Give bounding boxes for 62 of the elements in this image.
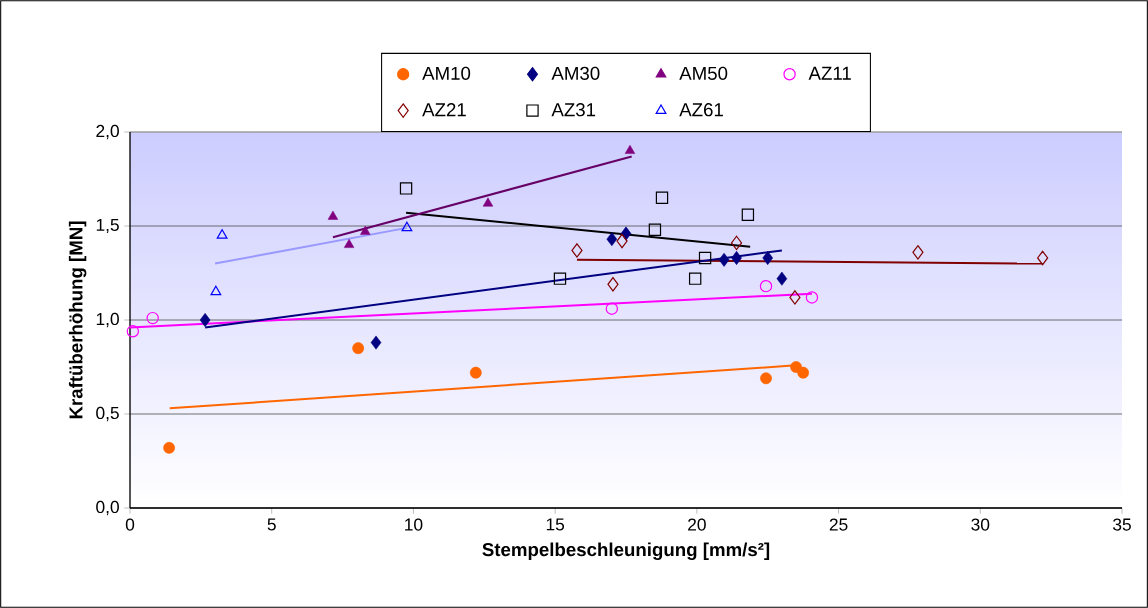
legend-label: AZ61 <box>679 103 723 117</box>
point <box>370 335 382 350</box>
legend-label: AM10 <box>422 66 471 80</box>
point <box>607 277 619 292</box>
point <box>126 325 140 338</box>
legend-label: AM30 <box>551 66 600 80</box>
point <box>759 279 773 293</box>
point <box>146 311 159 325</box>
x-tick-label: 30 <box>971 518 990 531</box>
point <box>210 285 222 296</box>
point <box>789 290 801 305</box>
x-tick-label: 0 <box>125 518 135 531</box>
point <box>606 232 618 247</box>
x-tick-label: 10 <box>405 518 423 531</box>
point <box>163 441 175 454</box>
x-tick-label: 15 <box>546 518 565 531</box>
legend-label: AZ11 <box>808 66 851 80</box>
x-tick-label: 5 <box>267 518 276 531</box>
point <box>605 302 619 315</box>
y-tick-label: 1,5 <box>96 218 119 234</box>
legend-label: AM50 <box>679 66 728 80</box>
y-tick-label: 0,0 <box>96 500 119 516</box>
point <box>805 291 819 304</box>
point <box>343 238 355 248</box>
point <box>360 225 371 235</box>
point <box>469 366 482 379</box>
y-tick-label: 2,0 <box>96 124 119 140</box>
point <box>327 210 339 220</box>
point <box>730 235 743 251</box>
point <box>616 233 628 249</box>
point <box>648 223 662 236</box>
point <box>216 229 228 239</box>
point <box>624 144 636 154</box>
point <box>399 182 413 195</box>
x-tick-label: 35 <box>1113 518 1131 531</box>
point <box>698 251 712 265</box>
point <box>199 313 211 327</box>
point <box>731 251 742 265</box>
point <box>762 251 773 265</box>
y-tick-label: 0,5 <box>96 406 119 422</box>
point <box>553 272 567 285</box>
point <box>482 197 494 207</box>
point <box>776 271 788 286</box>
point <box>620 226 632 241</box>
point <box>401 221 413 232</box>
point <box>688 272 702 285</box>
point <box>912 245 924 260</box>
point <box>797 366 810 379</box>
x-axis-title: Stempelbeschleunigung [mm/s²] <box>482 542 770 560</box>
point <box>1037 250 1049 266</box>
point <box>352 342 365 355</box>
legend-label: AZ21 <box>422 103 466 117</box>
point <box>571 243 583 258</box>
point <box>741 208 755 221</box>
y-tick-label: 1,0 <box>96 312 119 328</box>
point <box>718 252 730 267</box>
point <box>760 372 772 385</box>
x-tick-label: 25 <box>829 518 848 531</box>
point <box>655 191 669 204</box>
x-tick-label: 20 <box>688 518 706 531</box>
y-axis-title: Kraftüberhöhung [MN] <box>68 221 87 419</box>
legend-label: AZ31 <box>551 103 596 117</box>
